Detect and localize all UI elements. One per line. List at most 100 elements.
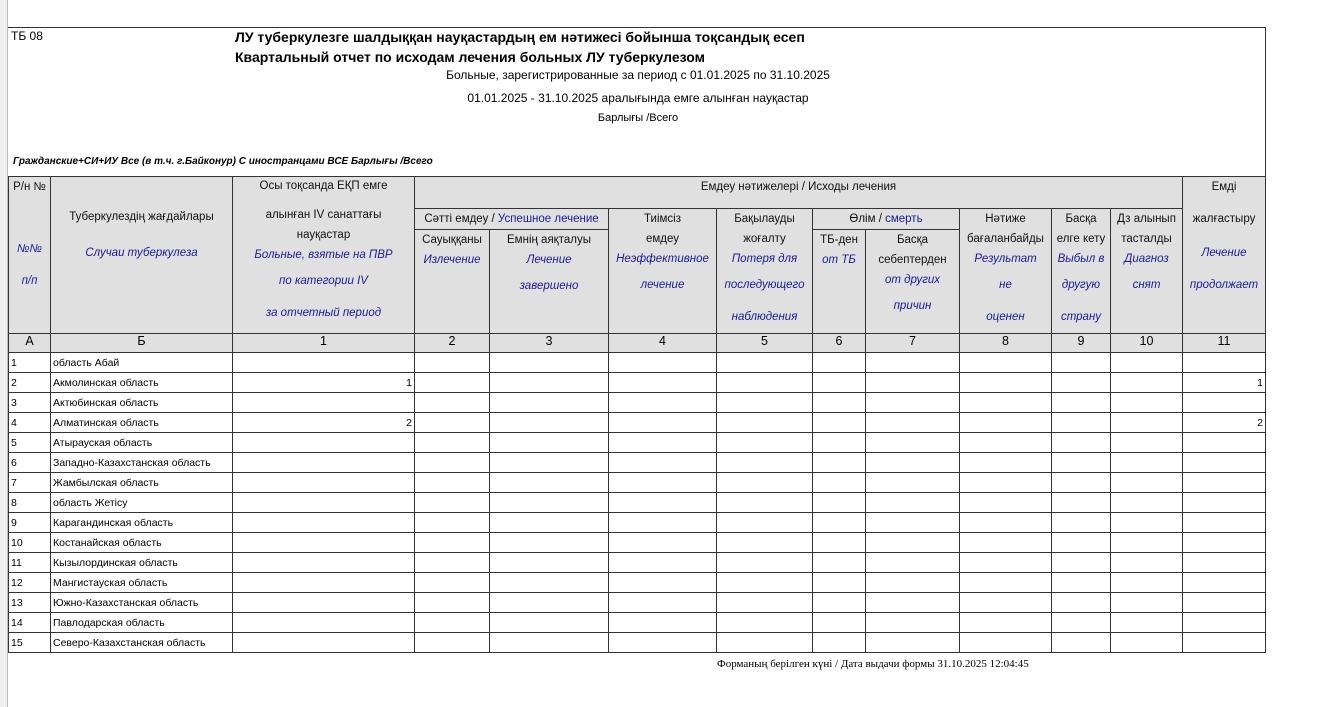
cell-col5 (716, 612, 813, 633)
column-letter: 2 (414, 333, 490, 353)
cell-col2 (414, 552, 490, 573)
cell-col9 (1051, 472, 1111, 493)
cell-col4 (608, 372, 717, 393)
table-row: 4 Алматинская область 2 2 (8, 412, 1266, 433)
cell-col4 (608, 452, 717, 473)
row-number: 13 (8, 592, 51, 613)
column-letter: 6 (812, 333, 866, 353)
cell-col2 (414, 412, 490, 433)
cell-col1 (232, 472, 415, 493)
cell-col11 (1182, 592, 1266, 613)
cell-col2 (414, 492, 490, 513)
cell-col11: 2 (1182, 412, 1266, 433)
row-number: 9 (8, 512, 51, 533)
cell-col10 (1110, 572, 1183, 593)
cell-col7 (865, 492, 960, 513)
cell-col4 (608, 412, 717, 433)
header-col3: Емнің аяқталуы Лечение завершено (489, 229, 609, 334)
column-letter: 4 (608, 333, 717, 353)
cell-col1 (232, 532, 415, 553)
cell-col7 (865, 412, 960, 433)
cell-col2 (414, 352, 490, 373)
cell-col4 (608, 532, 717, 553)
cell-col5 (716, 492, 813, 513)
cell-col1 (232, 432, 415, 453)
cell-col9 (1051, 432, 1111, 453)
cell-col8 (959, 492, 1052, 513)
cell-col4 (608, 352, 717, 373)
cell-col6 (812, 472, 866, 493)
header-case: Туберкулездің жағдайлары Случаи туберкуле… (50, 176, 233, 334)
table-header: Р/н № №№ п/п Туберкулездің жағдайлары Случа… (8, 176, 1266, 353)
header-col1: Осы тоқсанда ЕҚП емге алынған IV санаттағ… (232, 176, 415, 334)
form-issue-date: Форманың берілген күні / Дата выдачи фор… (717, 658, 1029, 670)
cell-col3 (489, 492, 609, 513)
cell-col5 (716, 532, 813, 553)
cell-col2 (414, 472, 490, 493)
cell-col5 (716, 432, 813, 453)
cell-col6 (812, 452, 866, 473)
column-letter: 3 (489, 333, 609, 353)
cell-col7 (865, 572, 960, 593)
cell-col7 (865, 352, 960, 373)
cell-col5 (716, 452, 813, 473)
cell-col10 (1110, 432, 1183, 453)
table-row: 10 Костанайская область (8, 532, 1266, 553)
cell-col5 (716, 372, 813, 393)
table-row: 12 Мангистауская область (8, 572, 1266, 593)
cell-col8 (959, 532, 1052, 553)
cell-col11 (1182, 632, 1266, 653)
row-number: 10 (8, 532, 51, 553)
cell-col6 (812, 592, 866, 613)
cell-col4 (608, 472, 717, 493)
cell-col6 (812, 512, 866, 533)
column-letter: 11 (1182, 333, 1266, 353)
subtitle-period-kz: 01.01.2025 - 31.10.2025 аралығында емге … (467, 91, 809, 105)
cell-col3 (489, 552, 609, 573)
cell-col8 (959, 592, 1052, 613)
cell-col5 (716, 572, 813, 593)
cell-col7 (865, 372, 960, 393)
cell-col9 (1051, 512, 1111, 533)
cell-col6 (812, 432, 866, 453)
cell-col6 (812, 492, 866, 513)
cell-col9 (1051, 632, 1111, 653)
cell-col11 (1182, 612, 1266, 633)
row-header-gutter (0, 0, 8, 707)
table-row: 2 Акмолинская область 1 1 (8, 372, 1266, 393)
cell-col4 (608, 572, 717, 593)
cell-col10 (1110, 512, 1183, 533)
header-num: Р/н № №№ п/п (8, 176, 51, 334)
subtitle-period-ru: Больные, зарегистрированные за период с … (446, 68, 830, 82)
header-death: Өлім / смерть (812, 208, 960, 230)
cell-col2 (414, 592, 490, 613)
cell-col7 (865, 452, 960, 473)
cell-col6 (812, 392, 866, 413)
cell-col8 (959, 392, 1052, 413)
cell-col1 (232, 492, 415, 513)
cell-col10 (1110, 632, 1183, 653)
region-name: Жамбылская область (50, 472, 233, 493)
column-letters-row: А Б 1 2 3 4 5 6 7 8 9 10 11 (8, 333, 1266, 353)
row-number: 2 (8, 372, 51, 393)
cell-col10 (1110, 412, 1183, 433)
region-name: Атырауская область (50, 432, 233, 453)
cell-col10 (1110, 452, 1183, 473)
cell-col5 (716, 592, 813, 613)
region-name: Кызылординская область (50, 552, 233, 573)
column-letter: 7 (865, 333, 960, 353)
cell-col2 (414, 532, 490, 553)
cell-col10 (1110, 592, 1183, 613)
cell-col6 (812, 632, 866, 653)
region-name: Мангистауская область (50, 572, 233, 593)
cell-col1 (232, 352, 415, 373)
row-number: 1 (8, 352, 51, 373)
cell-col1 (232, 512, 415, 533)
region-name: Западно-Казахстанская область (50, 452, 233, 473)
row-number: 3 (8, 392, 51, 413)
cell-col6 (812, 372, 866, 393)
cell-col3 (489, 592, 609, 613)
cell-col8 (959, 572, 1052, 593)
region-name: Актюбинская область (50, 392, 233, 413)
cell-col11 (1182, 472, 1266, 493)
